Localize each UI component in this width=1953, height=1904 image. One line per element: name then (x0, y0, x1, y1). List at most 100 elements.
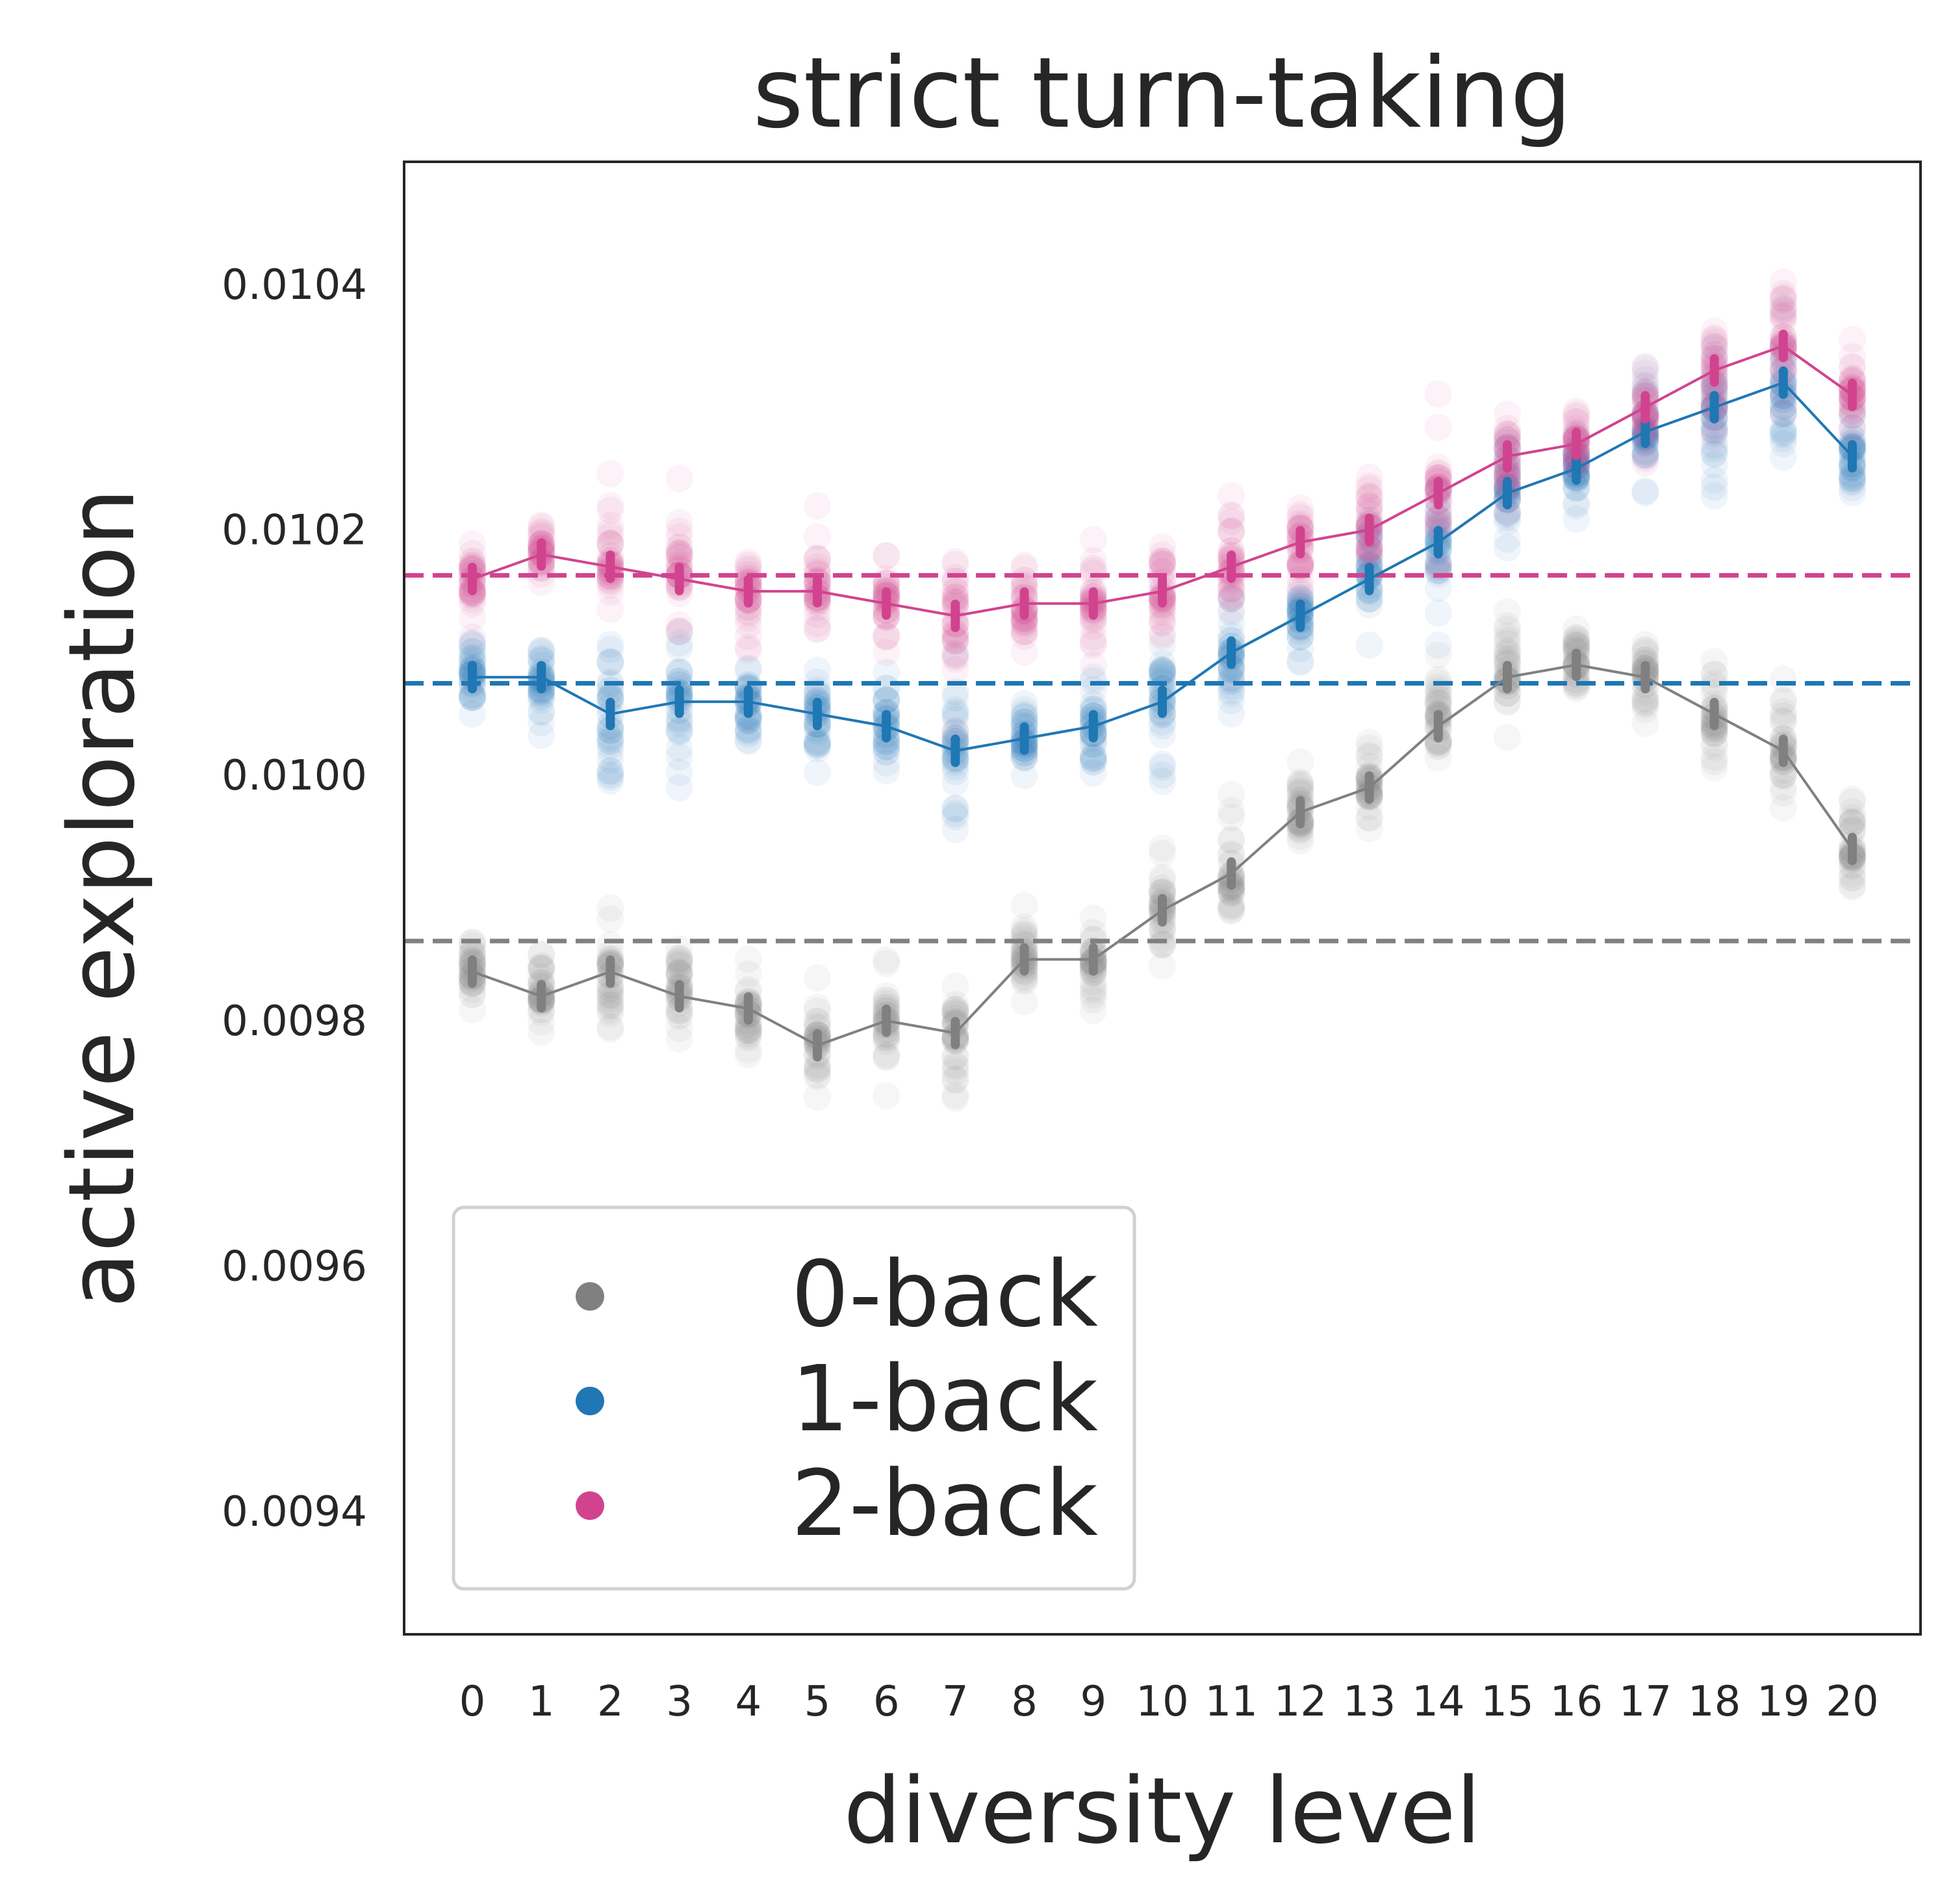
scatter-point (1563, 628, 1590, 656)
scatter-point (1769, 688, 1797, 716)
scatter-point (1494, 688, 1521, 716)
scatter-point (665, 540, 693, 568)
scatter-point (1494, 420, 1521, 447)
scatter-point (1355, 741, 1383, 769)
scatter-point (734, 975, 762, 1003)
scatter-point (528, 963, 555, 991)
scatter-point (1010, 966, 1038, 994)
scatter-point (1424, 744, 1452, 772)
scatter-point (734, 656, 762, 684)
scatter-point (1700, 669, 1728, 697)
scatter-point (459, 683, 486, 711)
scatter-point (459, 975, 486, 1003)
scatter-point (1355, 482, 1383, 509)
scatter-point (1494, 646, 1521, 674)
scatter-point (1494, 463, 1521, 491)
scatter-point (1286, 827, 1314, 855)
scatter-point (1563, 615, 1590, 643)
scatter-point (941, 1085, 969, 1113)
scatter-point (1149, 604, 1176, 632)
x-tick-label: 9 (1080, 1678, 1106, 1726)
scatter-point (873, 687, 900, 714)
scatter-point (1218, 585, 1245, 613)
scatter-point (804, 615, 831, 643)
scatter-point (1631, 352, 1659, 380)
scatter-point (1839, 809, 1866, 837)
scatter-point (873, 638, 900, 666)
scatter-point (941, 645, 969, 673)
scatter-point (734, 726, 762, 754)
scatter-point (1010, 762, 1038, 790)
scatter-point (665, 944, 693, 972)
scatter-point (596, 636, 624, 663)
scatter-point (1218, 879, 1245, 907)
scatter-point (1424, 460, 1452, 488)
scatter-point (665, 704, 693, 732)
scatter-point (459, 582, 486, 610)
scatter-point (1700, 424, 1728, 452)
scatter-point (1769, 762, 1797, 790)
scatter-point (1700, 376, 1728, 404)
scatter-point (459, 996, 486, 1023)
scatter-point (596, 758, 624, 786)
scatter-point (1149, 929, 1176, 957)
scatter-point (1631, 441, 1659, 469)
legend-box (452, 1205, 1136, 1591)
scatter-point (596, 725, 624, 753)
scatter-point (1218, 656, 1245, 684)
scatter-point (596, 517, 624, 545)
scatter-point (1286, 509, 1314, 537)
scatter-point (804, 1083, 831, 1111)
scatter-point (1424, 632, 1452, 659)
scatter-point (1494, 423, 1521, 450)
scatter-point (1355, 792, 1383, 820)
scatter-point (665, 617, 693, 645)
scatter-point (734, 604, 762, 632)
scatter-point (459, 586, 486, 614)
scatter-point (1494, 426, 1521, 454)
scatter-point (1631, 371, 1659, 399)
scatter-point (941, 1000, 969, 1028)
scatter-point (941, 769, 969, 797)
scatter-point (1563, 630, 1590, 658)
scatter-point (665, 716, 693, 744)
scatter-point (596, 529, 624, 557)
scatter-point (665, 951, 693, 979)
scatter-point (1839, 815, 1866, 843)
scatter-point (1010, 914, 1038, 942)
scatter-point (1839, 462, 1866, 490)
scatter-point (734, 978, 762, 1006)
scatter-point (1218, 596, 1245, 624)
scatter-point (596, 763, 624, 791)
scatter-point (1079, 690, 1107, 718)
scatter-point (1149, 879, 1176, 907)
scatter-point (528, 524, 555, 552)
x-tick-label: 17 (1619, 1678, 1672, 1726)
scatter-point (1079, 977, 1107, 1005)
scatter-point (1424, 547, 1452, 574)
scatter-point (665, 523, 693, 551)
scatter-point (1286, 778, 1314, 806)
scatter-point (1218, 585, 1245, 613)
scatter-point (1563, 624, 1590, 652)
scatter-point (596, 727, 624, 755)
scatter-point (1700, 660, 1728, 688)
scatter-point (528, 940, 555, 968)
scatter-point (1631, 437, 1659, 465)
scatter-point (1218, 575, 1245, 603)
scatter-point (1769, 794, 1797, 822)
scatter-point (1286, 504, 1314, 532)
scatter-point (1769, 417, 1797, 445)
scatter-point (1424, 686, 1452, 714)
scatter-point (1839, 464, 1866, 492)
scatter-point (1355, 475, 1383, 503)
scatter-point (1218, 583, 1245, 611)
scatter-point (1149, 874, 1176, 902)
scatter-point (1149, 753, 1176, 781)
scatter-point (596, 940, 624, 968)
scatter-point (734, 1014, 762, 1042)
scatter-point (804, 615, 831, 643)
scatter-point (1149, 657, 1176, 685)
scatter-point (596, 894, 624, 922)
scatter-point (459, 684, 486, 712)
